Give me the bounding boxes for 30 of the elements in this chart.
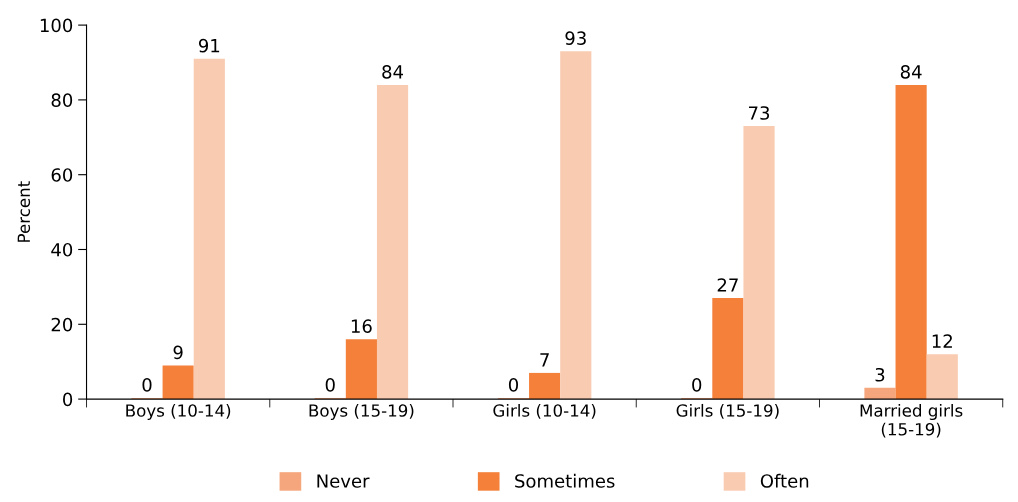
legend-label: Sometimes (515, 473, 615, 488)
x-tick-label: Girls (10-14) (493, 403, 596, 419)
data-label: 0 (142, 378, 152, 392)
y-tick-label: 60 (51, 168, 73, 182)
y-tick-label: 0 (63, 392, 73, 407)
data-label: 0 (692, 378, 702, 392)
y-tick-label: 80 (51, 93, 73, 108)
y-tick-label: 20 (51, 317, 73, 332)
data-label: 16 (351, 319, 372, 333)
data-label: 9 (173, 345, 183, 360)
data-label: 73 (749, 106, 770, 120)
data-label: 0 (508, 378, 519, 392)
data-label: 84 (900, 65, 922, 79)
y-tick-label: 100 (40, 18, 73, 33)
data-label: 84 (382, 65, 404, 79)
data-label: 27 (717, 278, 738, 292)
legend-label: Never (317, 474, 370, 488)
x-tick-label: Boys (10-14) (126, 403, 231, 421)
data-label: 12 (932, 334, 952, 348)
data-label: 0 (325, 378, 335, 392)
x-tick-label: Boys (15-19) (309, 403, 414, 421)
x-tick-label: Girls (15-19) (676, 403, 779, 419)
data-label: 3 (875, 367, 885, 382)
x-tick-label: Married girls (15-19) (860, 403, 963, 438)
data-label: 7 (540, 353, 549, 367)
data-label: 93 (565, 31, 586, 45)
y-tick-label: 40 (51, 242, 73, 257)
data-label: 91 (198, 38, 220, 53)
y-axis-title: Percent (17, 181, 31, 242)
legend-label: Often (760, 473, 809, 488)
